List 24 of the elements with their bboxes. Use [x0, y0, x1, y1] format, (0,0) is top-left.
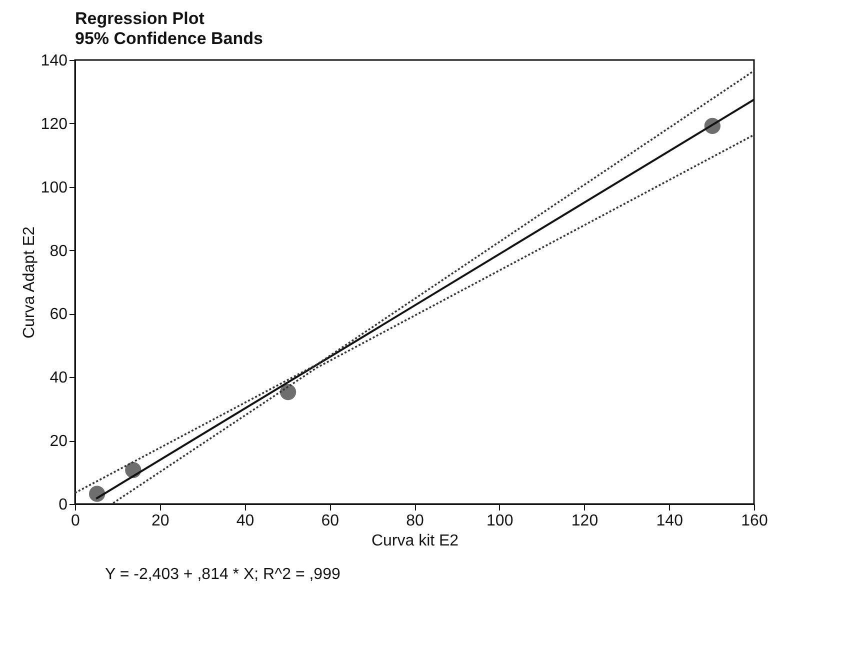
x-tick-label: 140 [656, 512, 684, 530]
y-axis-title: Curva Adapt E2 [20, 226, 38, 339]
x-tick-label: 160 [741, 512, 768, 530]
x-tick-label: 20 [151, 512, 170, 530]
y-tick-label: 120 [40, 116, 68, 133]
y-tick-label: 0 [58, 496, 68, 514]
x-axis-title: Curva kit E2 [371, 532, 459, 550]
y-tick-label: 140 [40, 52, 68, 70]
point [89, 486, 106, 502]
y-tick-label: 40 [50, 370, 68, 387]
y-tick-label: 80 [50, 242, 68, 260]
x-tick-label: 100 [486, 512, 514, 530]
point [280, 384, 296, 400]
chart-subtitle: 95% Confidence Bands [75, 29, 263, 48]
x-tick-label: 40 [236, 512, 254, 530]
x-tick-label: 120 [571, 512, 598, 530]
x-tick-label: 80 [406, 512, 424, 530]
y-tick-label: 60 [50, 306, 68, 324]
y-tick-label: 100 [40, 179, 68, 196]
chart-title: Regression Plot [75, 9, 205, 28]
y-tick-label: 20 [50, 433, 68, 450]
text: Y = -2,403 + ,814 * X; R^2 = ,999 [105, 566, 340, 583]
x-tick-label: 60 [321, 512, 340, 530]
x-tick-label: 0 [71, 512, 80, 530]
